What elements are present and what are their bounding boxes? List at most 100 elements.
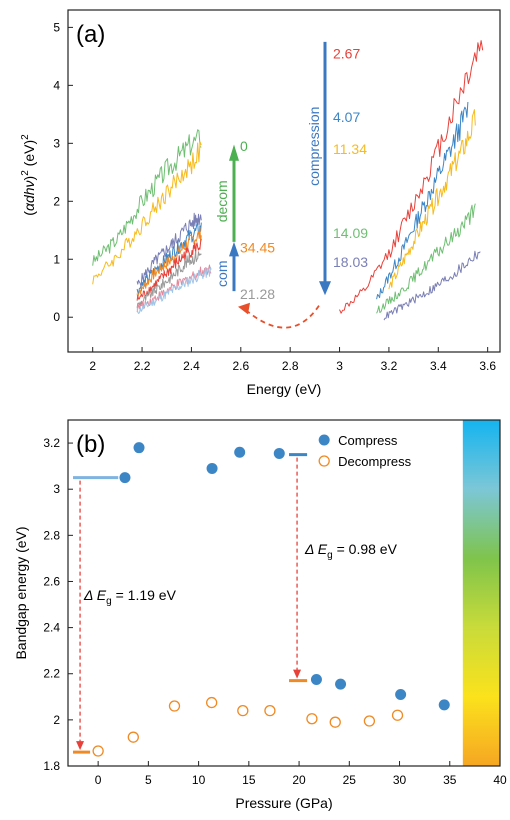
pressure-colorbar — [462, 420, 500, 766]
x-tick-label: 0 — [95, 773, 102, 787]
decompress-point — [168, 700, 181, 712]
y-tick-label: 2 — [53, 713, 60, 727]
x-axis-label: Energy (eV) — [247, 381, 322, 397]
y-tick-label: 3.2 — [43, 436, 60, 450]
y-tick-label: 4 — [53, 78, 60, 92]
decom-label: decom — [214, 180, 230, 222]
label-part: 2 — [20, 170, 31, 176]
com-arrowhead — [229, 241, 239, 257]
compress-point — [335, 678, 347, 690]
compress-point — [234, 446, 246, 458]
y-tick-label: 2.6 — [43, 574, 60, 588]
y-tick-label: 1 — [53, 252, 60, 266]
decompress-point — [206, 696, 218, 709]
compress-point — [395, 688, 407, 700]
y-tick-label: 0 — [53, 310, 60, 324]
pressure-label: 21.28 — [240, 286, 275, 302]
label-part: Δ E — [304, 541, 328, 557]
compress-point — [206, 462, 218, 474]
y-tick-label: 1.8 — [43, 759, 60, 773]
x-tick-label: 20 — [292, 773, 306, 787]
compress-point — [310, 674, 322, 685]
legend-decompress-label: Decompress — [338, 454, 411, 469]
decompress-point — [92, 745, 104, 757]
y-tick-label: 2.8 — [43, 528, 60, 542]
label-part: ( — [21, 211, 37, 216]
y-tick-label: 2 — [53, 194, 60, 208]
spectrum-series-10 — [376, 101, 469, 300]
legend-compress-marker — [318, 434, 330, 446]
decompress-point — [391, 709, 404, 721]
x-axis-label: Pressure (GPa) — [235, 795, 332, 811]
x-tick-label: 3.6 — [479, 359, 496, 373]
gap-arrowhead — [293, 669, 302, 679]
legend-compress-label: Compress — [338, 433, 398, 448]
spectrum-series-4 — [136, 226, 202, 298]
y-tick-label: 5 — [53, 20, 60, 34]
x-tick-label: 2 — [89, 359, 96, 373]
pressure-label: 11.34 — [333, 141, 367, 157]
label-part: ν — [21, 180, 37, 187]
return-arc-arrowhead — [238, 302, 250, 315]
gap-annotation: Δ Eg = 0.98 eV — [304, 541, 398, 561]
x-tick-label: 2.2 — [134, 359, 151, 373]
pressure-label: 18.03 — [333, 254, 368, 270]
gap-annotation: Δ Eg = 1.19 eV — [83, 587, 177, 607]
label-part: ) — [21, 176, 37, 181]
y-tick-label: 3 — [53, 482, 60, 496]
spectrum-series-0 — [92, 129, 202, 266]
return-arc — [241, 305, 320, 329]
pressure-label: 34.45 — [240, 240, 275, 256]
spectrum-series-11 — [388, 109, 476, 290]
x-tick-label: 3.4 — [430, 359, 447, 373]
spectrum-series-12 — [376, 203, 476, 314]
x-tick-label: 2.6 — [232, 359, 249, 373]
panel-a-chart: 2 2.2 2.4 2.6 2.8 3 3.2 3.4 3.6 0 1 2 3 4 5 Energy (eV)… — [20, 9, 501, 397]
decom-arrowhead — [229, 144, 239, 161]
decompress-point — [306, 713, 318, 725]
x-tick-label: 5 — [145, 773, 152, 787]
decompress-point — [127, 731, 139, 743]
x-tick-label: 25 — [343, 773, 357, 787]
decompress-point — [363, 715, 376, 727]
spectrum-series-1 — [92, 141, 202, 285]
y-tick-label: 2.4 — [43, 621, 60, 635]
label-part: dh — [21, 187, 37, 203]
x-tick-label: 35 — [443, 773, 457, 787]
spectrum-series-2 — [136, 212, 202, 287]
y-tick-label: 2.2 — [43, 667, 60, 681]
pressure-label: 14.09 — [333, 225, 368, 241]
panel-label: (a) — [76, 21, 105, 48]
spectrum-series-9 — [339, 40, 484, 314]
panel-b-chart: 0 5 10 15 20 25 30 35 40 1.8 2 2.2 2.4 2.6 2.8 3 3.2 Pres… — [13, 419, 507, 811]
legend-decompress-marker — [318, 455, 330, 467]
compression-label: compression — [306, 107, 322, 186]
x-tick-label: 3.2 — [381, 359, 398, 373]
pressure-label: 0 — [240, 138, 248, 154]
spectrum-series-6 — [136, 251, 202, 308]
label-part: Δ E — [83, 587, 107, 603]
panel-label: (b) — [76, 431, 105, 458]
y-axis-label: Bandgap energy (eV) — [13, 526, 29, 659]
gap-arrowhead — [76, 741, 85, 751]
y-axis-label: (αdhν)2 (eV)2 — [20, 134, 37, 216]
com-label: com — [214, 261, 230, 287]
decompress-point — [264, 704, 276, 717]
label-part: g — [106, 596, 112, 607]
label-part: α — [21, 202, 37, 211]
x-tick-label: 40 — [493, 773, 507, 787]
decompress-point — [237, 704, 249, 717]
x-tick-label: 15 — [242, 773, 256, 787]
plot-frame — [67, 9, 501, 353]
label-part: = 1.19 eV — [112, 587, 177, 603]
label-part: g — [327, 550, 333, 561]
compression-arrowhead — [319, 281, 331, 296]
x-tick-label: 10 — [192, 773, 206, 787]
x-tick-label: 3 — [336, 359, 343, 373]
compress-point — [438, 699, 450, 711]
compress-point — [119, 472, 131, 484]
label-part: 2 — [20, 134, 31, 140]
pressure-label: 2.67 — [333, 45, 360, 61]
pressure-label: 4.07 — [333, 109, 360, 125]
